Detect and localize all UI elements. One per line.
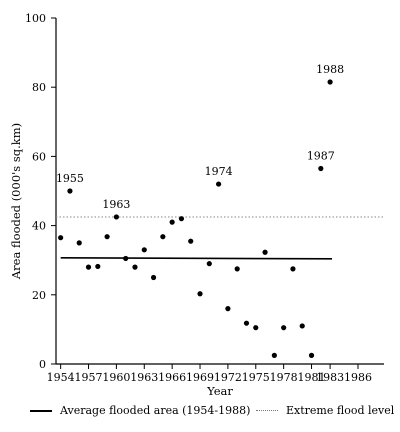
average-line [60,256,332,260]
data-point [290,266,296,272]
data-point [188,238,194,244]
y-tick-label: 80 [32,81,46,94]
data-point [76,240,82,246]
x-tick-label: 1978 [270,371,298,384]
data-point [197,291,203,297]
data-point [234,266,240,272]
legend-average-swatch [30,409,52,412]
data-point [132,264,138,270]
data-point [178,216,185,222]
legend-item-average: Average flooded area (1954-1988) [30,404,250,417]
x-tick-label: 1975 [242,371,270,384]
point-label: 1974 [205,165,233,178]
data-point [253,325,259,331]
data-point [206,261,212,267]
legend-average-label: Average flooded area (1954-1988) [60,404,251,417]
data-point [104,234,110,240]
point-label: 1955 [56,172,84,185]
data-point [95,263,101,270]
x-tick-label: 1986 [344,371,372,384]
legend-item-extreme: Extreme flood level [256,404,394,417]
data-point [169,219,175,225]
point-label: 1987 [307,150,335,163]
legend-extreme-swatch [256,410,278,411]
x-tick-label: 1954 [47,371,75,384]
data-point [318,165,324,172]
data-point [141,247,147,253]
y-tick-label: 100 [25,12,46,25]
data-point [327,79,333,85]
data-point [216,181,222,187]
y-tick-label: 20 [32,289,46,302]
x-tick-label: 1969 [186,371,214,384]
x-axis-label: Year [206,384,233,398]
data-point [85,264,92,270]
data-point [243,320,250,326]
data-point [113,214,119,220]
legend: Average flooded area (1954-1988) Extreme… [30,404,394,424]
data-point [262,249,268,255]
data-point [281,325,287,331]
data-point [299,323,305,329]
data-point [58,235,64,241]
legend-extreme-label: Extreme flood level [286,404,395,417]
data-point [308,352,315,358]
y-tick-label: 40 [32,220,46,233]
data-point [150,274,157,281]
x-tick-label: 1981 [298,371,326,384]
x-tick-label: 1983 [316,371,344,384]
x-tick-label: 1972 [214,371,242,384]
data-point [160,234,166,240]
x-tick-label: 1966 [158,371,186,384]
data-point [67,188,73,194]
data-point [271,352,277,358]
data-point [123,255,129,262]
x-tick-label: 1960 [102,371,130,384]
data-point [225,306,231,312]
point-label: 1988 [316,63,344,76]
y-tick-label: 60 [32,150,46,163]
point-label: 1963 [102,198,130,211]
y-axis-label: Area flooded (000's sq.km) [9,123,23,280]
x-tick-label: 1957 [75,371,103,384]
x-tick-label: 1963 [130,371,158,384]
y-tick-label: 0 [39,358,46,371]
